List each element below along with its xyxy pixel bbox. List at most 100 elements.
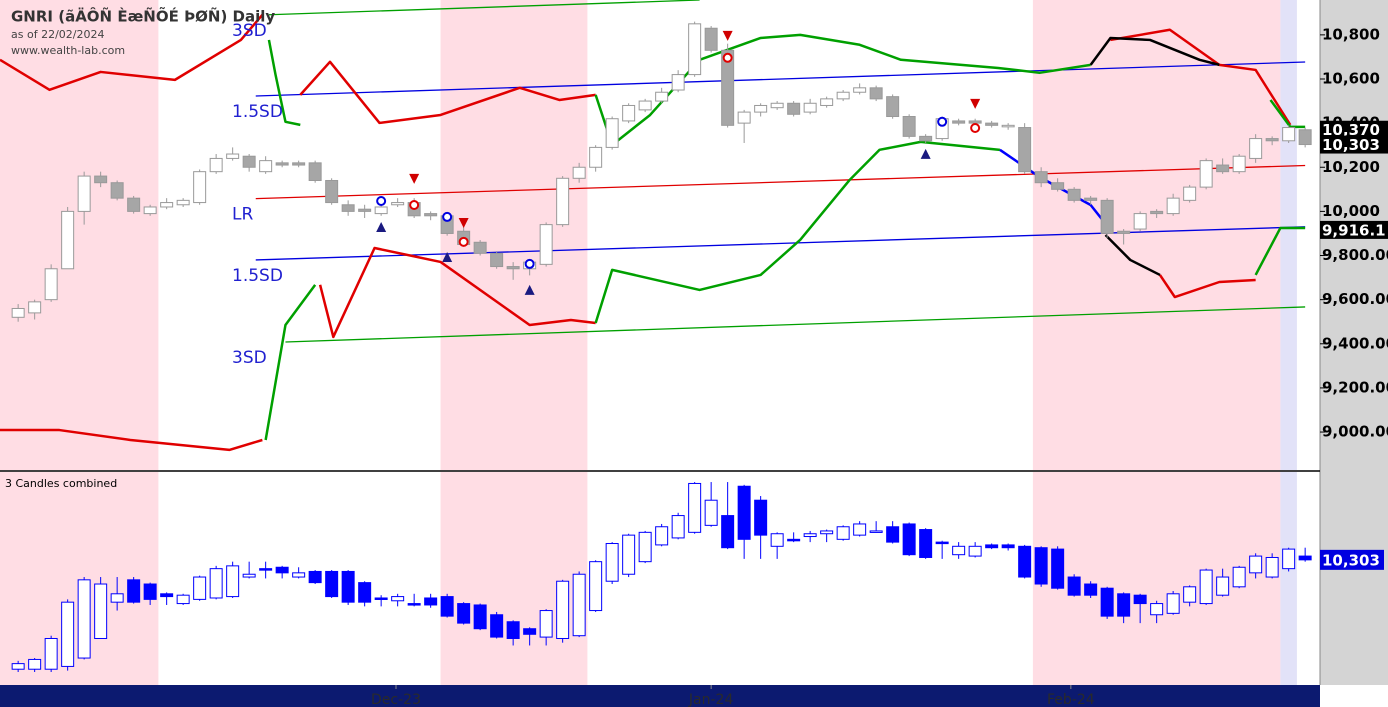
combined-body [1117, 593, 1131, 617]
combined-body [275, 566, 289, 574]
combined-body [836, 526, 850, 540]
candle-body [688, 23, 702, 76]
candle-body [556, 177, 570, 226]
candle-body [209, 157, 223, 173]
chart-subtitle: as of 22/02/2024 [11, 28, 104, 41]
combined-body [1051, 548, 1065, 589]
candle-body [1117, 230, 1131, 234]
candle-body [176, 199, 190, 206]
candle-body [1084, 197, 1098, 201]
signal-circle [458, 236, 469, 247]
candle-body [539, 224, 553, 265]
band-line [0, 13, 264, 92]
candle-body [1001, 124, 1015, 128]
combined-body [886, 526, 900, 543]
signal-circle [442, 211, 453, 222]
combined-body [1067, 576, 1081, 596]
combined-body [292, 572, 306, 578]
date-bar [0, 685, 1320, 707]
candle-body [671, 74, 685, 91]
combined-body [1084, 583, 1098, 596]
combined-body [358, 582, 372, 603]
shaded-range [1280, 0, 1297, 470]
channel-label: 3SD [232, 348, 267, 368]
candle-body [110, 182, 124, 199]
combined-body [110, 593, 124, 603]
candle-body [770, 102, 784, 109]
price-badge [1320, 120, 1388, 139]
signal-circle [722, 52, 733, 63]
combined-body [341, 570, 355, 603]
band-line [594, 140, 1001, 324]
candle-body [655, 91, 669, 102]
combined-body [754, 499, 768, 536]
candle-body [622, 104, 636, 122]
candle-body [94, 175, 108, 184]
candle-body [374, 206, 388, 215]
candle-body [1051, 182, 1065, 190]
combined-body [490, 614, 504, 638]
candle-body [968, 120, 982, 124]
candle-body [1199, 160, 1213, 188]
combined-body [457, 603, 471, 624]
candle-body [28, 301, 42, 314]
signal-up [442, 251, 453, 262]
candle-body [902, 116, 916, 137]
combined-body [985, 544, 999, 549]
candle-body [325, 179, 339, 204]
band-line [1089, 36, 1220, 67]
combined-body [1265, 556, 1279, 578]
band-line [1104, 234, 1161, 277]
y-tick-label: 9,000.00 [1322, 423, 1388, 441]
signal-circle [970, 122, 981, 133]
panel-title: 3 Candles combined [5, 477, 117, 490]
signal-circle [524, 258, 535, 269]
candle-body [506, 266, 520, 270]
combined-body [605, 543, 619, 582]
candle-body [1166, 197, 1180, 215]
candle-body [242, 155, 256, 168]
price-panel [0, 0, 1312, 470]
y-tick-label: 9,200.00 [1322, 378, 1388, 396]
combined-body [952, 545, 966, 556]
combined-body [374, 597, 388, 600]
x-tick-label: Dec-23 [371, 692, 421, 707]
combined-body [655, 526, 669, 546]
candle-body [11, 307, 25, 318]
chart-title: GNRI (ãÄÔÑ ÈæÑÕÉ ÞØÑ) Daily [11, 7, 275, 26]
shaded-range [1032, 0, 1281, 470]
candle-body [886, 96, 900, 118]
combined-body [572, 573, 586, 637]
combined-body [473, 604, 487, 630]
combined-body [28, 658, 42, 670]
combined-body [391, 596, 405, 602]
signal-up [376, 221, 387, 232]
band-line [318, 246, 596, 339]
combined-body [506, 621, 520, 639]
band-line [267, 39, 301, 127]
combined-body [820, 530, 834, 535]
signal-circle [937, 116, 948, 127]
combined-body [1298, 555, 1312, 561]
candle-body [127, 197, 141, 212]
combined-body [77, 579, 91, 659]
combined-body [44, 637, 58, 670]
combined-body [11, 663, 25, 670]
channel-line [268, 0, 700, 16]
candle-body [572, 166, 586, 179]
candle-body [1216, 164, 1230, 173]
band-line [264, 284, 317, 441]
combined-body [176, 594, 190, 605]
combined-body [737, 485, 751, 540]
combined-body [968, 545, 982, 557]
candle-body [1067, 188, 1081, 201]
signal-down [458, 217, 469, 228]
candle-body [1232, 155, 1246, 173]
band-line [0, 428, 263, 452]
y-tick-label: 10,200 [1322, 158, 1380, 176]
candle-body [275, 162, 289, 166]
candle-body [193, 171, 207, 204]
price-badge [1320, 220, 1388, 239]
signal-circle [409, 199, 420, 210]
